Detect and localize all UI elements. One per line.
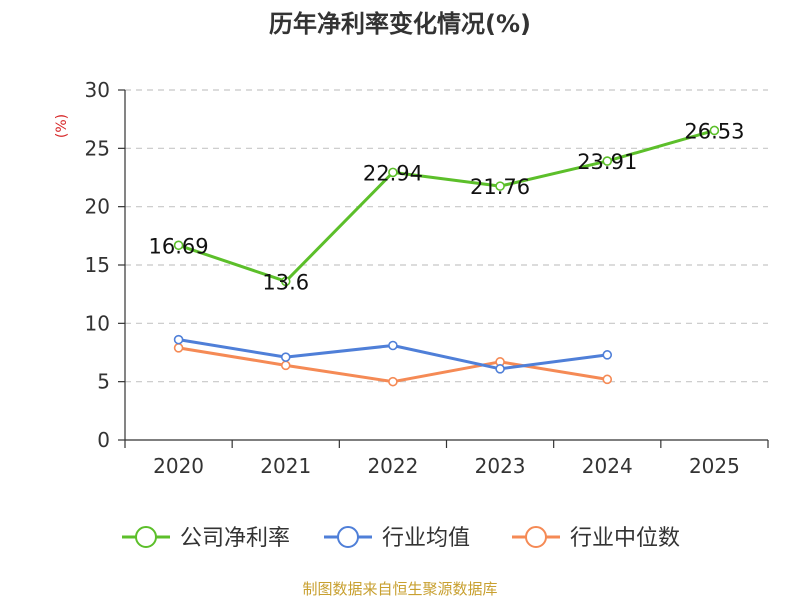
data-point[interactable] [280,276,291,287]
series-0 [173,125,720,287]
legend-item-0[interactable]: 公司净利率 [122,526,290,551]
data-label: 23.91 [577,150,637,174]
y-tick-label: 5 [97,370,110,394]
data-point[interactable] [173,343,184,353]
x-tick-label: 2025 [689,454,740,478]
data-label: 22.94 [363,161,423,185]
data-point[interactable] [495,364,505,374]
data-point[interactable] [602,156,613,166]
y-axis-label: (%) [54,114,70,138]
y-tick-label: 15 [85,253,110,277]
legend-label: 公司净利率 [180,526,290,551]
data-label: 26.53 [684,119,744,143]
legend-marker [337,526,359,548]
data-point[interactable] [709,125,720,136]
data-point[interactable] [602,350,613,360]
data-point[interactable] [388,376,398,387]
y-tick-label: 25 [85,136,110,160]
y-tick-label: 20 [85,195,110,219]
data-label: 16.69 [149,234,209,258]
legend-item-1[interactable]: 行业均值 [324,526,470,551]
grid-lines [125,89,768,383]
data-label: 21.76 [470,175,530,199]
legend-marker [525,526,547,548]
data-label: 13.6 [262,270,309,294]
series-line [178,129,715,283]
source-note: 制图数据来自恒生聚源数据库 [302,580,497,598]
data-point[interactable] [388,340,398,351]
data-labels: 16.69 13.6 22.94 21.76 23.91 26.53 [149,119,745,294]
legend-item-2[interactable]: 行业中位数 [512,526,680,551]
series-line [178,346,608,384]
data-point[interactable] [280,352,291,362]
x-tick-label: 2020 [153,454,204,478]
series-layer [173,125,720,387]
data-point[interactable] [388,167,398,178]
x-tick-label: 2023 [475,454,526,478]
chart-title: 历年净利率变化情况(%) [269,10,531,38]
data-point[interactable] [495,181,505,191]
x-tick-label: 2024 [582,454,633,478]
y-tick-label: 0 [97,428,110,452]
data-point[interactable] [173,240,184,251]
x-tick-label: 2021 [260,454,311,478]
y-tick-label: 10 [85,311,110,335]
x-tick-label: 2022 [367,454,418,478]
legend-marker [135,526,157,548]
legend[interactable]: 公司净利率 行业均值 行业中位数 [122,526,680,551]
data-point[interactable] [602,374,613,385]
y-tick-label: 30 [85,78,110,102]
data-point[interactable] [280,360,291,371]
legend-label: 行业中位数 [570,526,680,551]
legend-label: 行业均值 [382,526,470,551]
data-point[interactable] [173,334,184,345]
series-1 [173,334,613,374]
